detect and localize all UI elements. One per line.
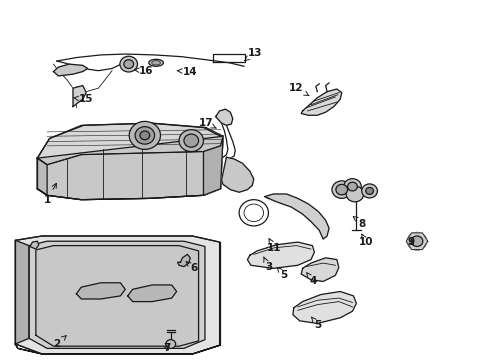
Polygon shape bbox=[301, 258, 339, 282]
Polygon shape bbox=[15, 236, 220, 354]
Circle shape bbox=[332, 181, 351, 198]
Ellipse shape bbox=[149, 59, 163, 66]
Circle shape bbox=[120, 56, 138, 72]
Circle shape bbox=[135, 127, 155, 144]
Text: 15: 15 bbox=[74, 94, 94, 104]
Text: 4: 4 bbox=[307, 273, 317, 287]
Circle shape bbox=[411, 236, 423, 247]
Polygon shape bbox=[37, 158, 47, 195]
Text: 2: 2 bbox=[53, 336, 66, 349]
Polygon shape bbox=[15, 240, 29, 344]
Circle shape bbox=[184, 134, 198, 147]
Circle shape bbox=[346, 186, 364, 202]
Text: 17: 17 bbox=[198, 118, 216, 128]
Polygon shape bbox=[301, 89, 342, 115]
Polygon shape bbox=[29, 241, 205, 348]
Circle shape bbox=[166, 339, 175, 348]
Text: 6: 6 bbox=[186, 262, 197, 273]
Polygon shape bbox=[177, 255, 190, 267]
Text: 5: 5 bbox=[277, 267, 288, 280]
Circle shape bbox=[366, 188, 373, 194]
Polygon shape bbox=[265, 194, 329, 239]
Circle shape bbox=[343, 179, 361, 194]
Polygon shape bbox=[221, 157, 254, 192]
Text: 10: 10 bbox=[359, 234, 373, 247]
Text: 11: 11 bbox=[267, 239, 282, 253]
Text: 7: 7 bbox=[163, 343, 171, 354]
Circle shape bbox=[179, 130, 203, 152]
Ellipse shape bbox=[152, 60, 160, 65]
Text: 9: 9 bbox=[408, 237, 415, 247]
Polygon shape bbox=[76, 283, 125, 299]
Polygon shape bbox=[128, 285, 176, 302]
Text: 16: 16 bbox=[135, 66, 153, 76]
Polygon shape bbox=[73, 86, 86, 107]
Text: 3: 3 bbox=[264, 257, 272, 273]
Circle shape bbox=[347, 182, 357, 191]
Polygon shape bbox=[293, 292, 356, 323]
Polygon shape bbox=[203, 136, 223, 195]
Polygon shape bbox=[53, 64, 88, 76]
Circle shape bbox=[140, 131, 150, 140]
Text: 14: 14 bbox=[177, 67, 197, 77]
Polygon shape bbox=[406, 233, 428, 249]
Text: 13: 13 bbox=[245, 48, 262, 60]
Polygon shape bbox=[216, 109, 233, 125]
Polygon shape bbox=[37, 123, 223, 165]
Polygon shape bbox=[247, 242, 315, 268]
Polygon shape bbox=[36, 246, 198, 346]
Circle shape bbox=[124, 60, 134, 68]
Polygon shape bbox=[37, 136, 223, 200]
Text: 12: 12 bbox=[289, 83, 309, 96]
Circle shape bbox=[129, 121, 160, 149]
Text: 5: 5 bbox=[312, 317, 322, 330]
Circle shape bbox=[362, 184, 377, 198]
Text: 1: 1 bbox=[44, 183, 56, 205]
Polygon shape bbox=[15, 344, 220, 354]
Circle shape bbox=[407, 233, 427, 250]
Circle shape bbox=[336, 184, 347, 195]
Text: 8: 8 bbox=[353, 216, 366, 229]
Polygon shape bbox=[30, 241, 39, 249]
